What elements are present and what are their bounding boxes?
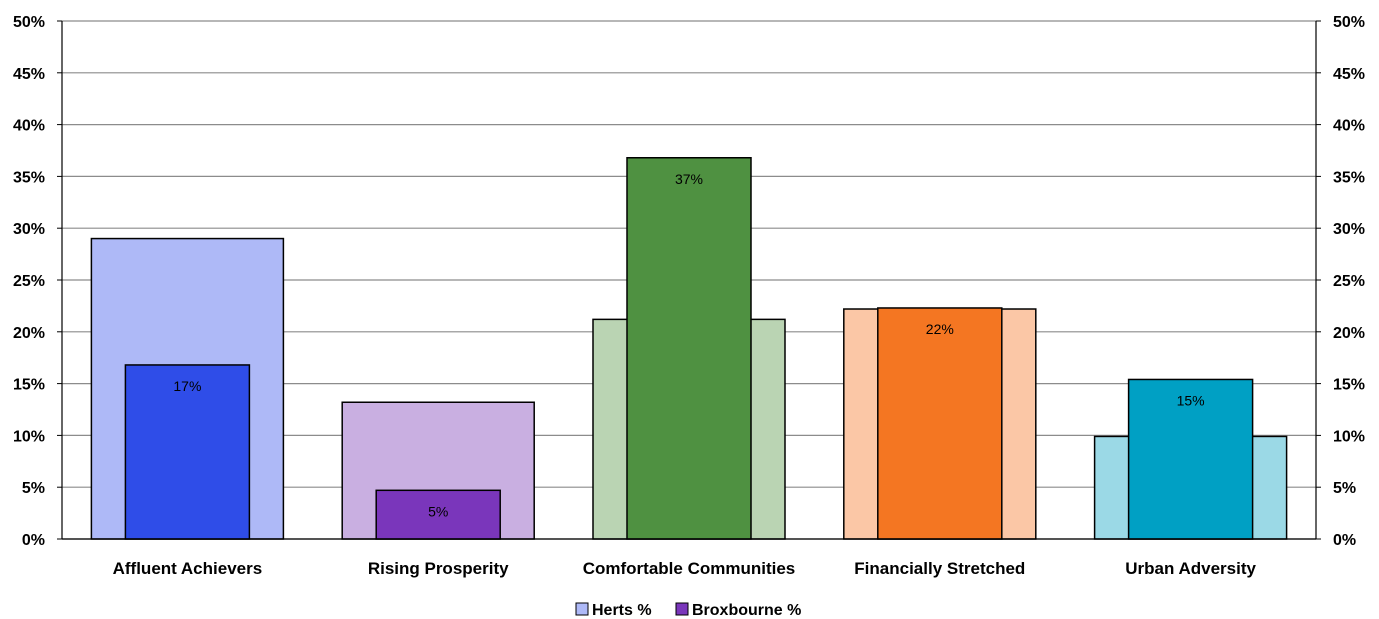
y-tick-label-right: 25% [1333, 273, 1365, 290]
broxbourne-series [124, 157, 1254, 540]
y-tick-label-left: 0% [22, 532, 45, 549]
legend-label: Herts % [592, 602, 652, 619]
y-tick-label-left: 15% [13, 377, 45, 394]
y-tick-label-right: 50% [1333, 14, 1365, 31]
legend-label: Broxbourne % [692, 602, 801, 619]
data-label: 22% [926, 321, 954, 337]
legend-swatch [675, 602, 689, 616]
y-tick-label-right: 45% [1333, 66, 1365, 83]
broxbourne-bar [877, 307, 1003, 540]
data-label: 37% [675, 171, 703, 187]
data-label: 5% [428, 503, 448, 519]
y-ticks-right: 0% 5% 10% 15% 20% 25% 30% 35% 40% 45% 50% [1333, 14, 1365, 549]
y-tick-label-right: 40% [1333, 118, 1365, 135]
y-tick-label-left: 50% [13, 14, 45, 31]
x-tick-label: Comfortable Communities [583, 559, 796, 578]
y-tick-label-right: 30% [1333, 221, 1365, 238]
broxbourne-bar [375, 489, 501, 540]
y-tick-label-left: 40% [13, 118, 45, 135]
y-tick-label-left: 20% [13, 325, 45, 342]
y-tick-label-right: 10% [1333, 428, 1365, 445]
data-label: 17% [173, 378, 201, 394]
data-label: 15% [1177, 392, 1205, 408]
y-tick-label-right: 5% [1333, 480, 1356, 497]
axes [61, 21, 1317, 540]
data-labels: 17% 5% 37% 22% 15% [173, 171, 1204, 520]
y-tick-label-left: 30% [13, 221, 45, 238]
y-tick-label-right: 20% [1333, 325, 1365, 342]
y-ticks-left: 0% 5% 10% 15% 20% 25% 30% 35% 40% 45% 50% [13, 14, 45, 549]
y-tick-label-left: 25% [13, 273, 45, 290]
y-tick-label-left: 45% [13, 66, 45, 83]
legend-swatch [575, 602, 589, 616]
y-tick-label-left: 5% [22, 480, 45, 497]
y-tick-label-left: 35% [13, 169, 45, 186]
broxbourne-bar [124, 364, 251, 540]
y-tick-label-left: 10% [13, 428, 45, 445]
x-tick-label: Urban Adversity [1125, 559, 1256, 578]
broxbourne-bar [1127, 378, 1254, 540]
x-tick-label: Affluent Achievers [113, 559, 263, 578]
legend: Herts % Broxbourne % [575, 602, 801, 619]
broxbourne-bar [626, 157, 752, 540]
x-ticks: Affluent Achievers Rising Prosperity Comfo… [113, 559, 1257, 578]
y-tick-label-right: 35% [1333, 169, 1365, 186]
x-tick-label: Financially Stretched [854, 559, 1025, 578]
y-tick-label-right: 0% [1333, 532, 1356, 549]
x-tick-label: Rising Prosperity [368, 559, 509, 578]
y-tick-label-right: 15% [1333, 377, 1365, 394]
